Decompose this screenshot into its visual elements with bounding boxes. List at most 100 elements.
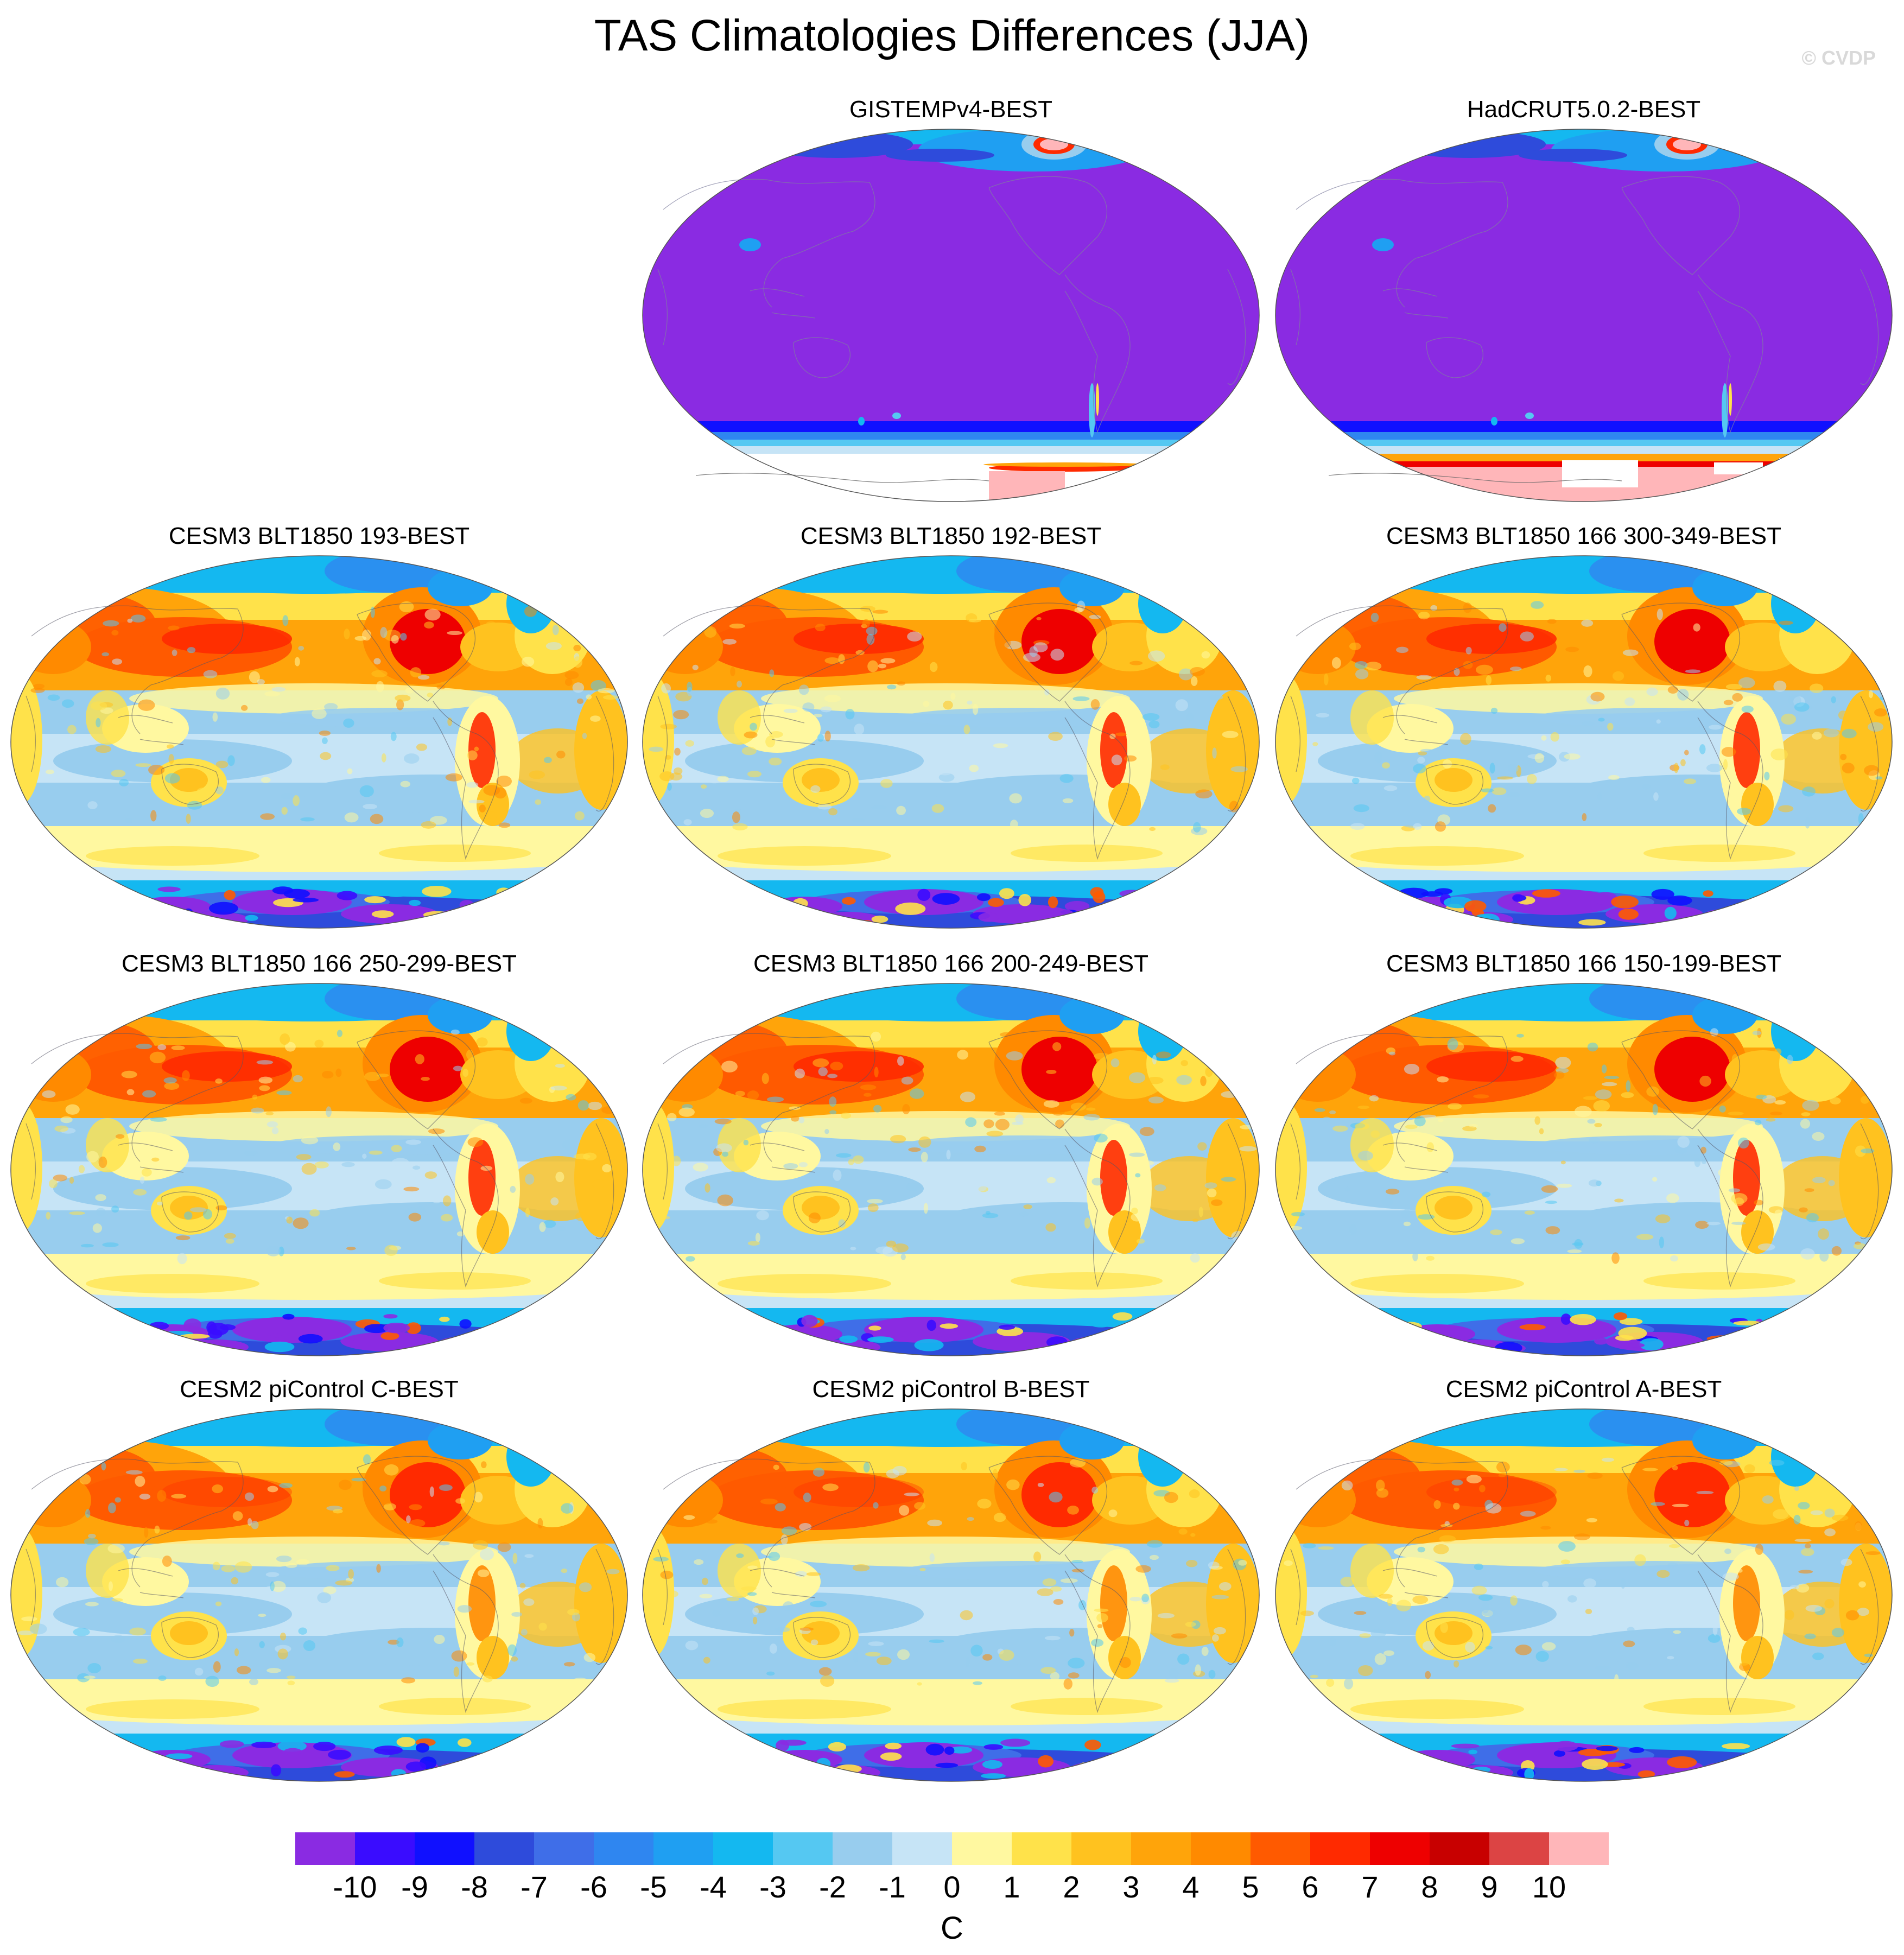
map-cesm2-c [10,1408,628,1782]
coastline [31,1458,244,1588]
coastline [1860,269,1879,385]
colorbar-swatch [1012,1832,1072,1865]
map-outline [1275,983,1893,1356]
coastline [118,1568,184,1598]
panel-title: CESM3 BLT1850 192-BEST [800,523,1102,549]
colorbar-tick-label: -1 [879,1870,906,1904]
colorbar-swatch [295,1832,356,1865]
coastline [1227,1548,1246,1665]
coastline [750,715,816,745]
coastline [1697,274,1763,434]
coastline [793,1617,851,1658]
coastline [1296,1458,1508,1588]
coastline [663,605,875,734]
coastline [1290,1123,1301,1200]
colorbar-tick-label: 10 [1532,1870,1566,1904]
colorbar-tick-label: 3 [1122,1870,1140,1904]
colorbar-tick-label: 0 [943,1870,961,1904]
colorbar-swatch [355,1832,415,1865]
coastline [595,1548,614,1665]
coastline [31,1033,244,1162]
map-cesm2-a [1275,1408,1893,1782]
map-panel-cesm2-c: CESM2 piControl C-BEST [10,1374,629,1787]
colorbar-swatch [653,1832,714,1865]
coastline [1382,1568,1449,1598]
coastline [1621,1030,1741,1129]
map-outline [1275,1408,1893,1782]
panel-title: CESM2 piControl A-BEST [1445,1376,1722,1402]
map-panel-gistemp: GISTEMPv4-BEST [642,94,1260,507]
temperature-field [1275,1409,1892,1781]
coastline [433,1128,499,1288]
coastline [595,1123,614,1239]
cvdp-watermark: © CVDP [1801,47,1876,69]
coastline [1382,715,1449,745]
map-panel-cesm3-166-250: CESM3 BLT1850 166 250-299-BEST [10,949,629,1361]
colorbar-tick-label: 1 [1003,1870,1020,1904]
coastline [1296,179,1508,308]
map-panel-cesm2-a: CESM2 piControl A-BEST [1274,1374,1893,1787]
colorbar-swatch [1071,1832,1132,1865]
map-panel-cesm3-193: CESM3 BLT1850 193-BEST [10,521,629,934]
panel-title: CESM2 piControl C-BEST [180,1376,459,1402]
colorbar-tick-label: -7 [521,1870,548,1904]
panel-title: GISTEMPv4-BEST [849,96,1053,123]
coastline [988,1030,1108,1129]
coastline [1621,602,1741,702]
coastline [988,176,1108,275]
coastline [750,1568,816,1598]
map-outline [10,555,628,929]
colorbar [295,1832,1609,1865]
coastline [663,1458,875,1588]
colorbar-tick-label: 2 [1063,1870,1080,1904]
coastline [1860,1548,1879,1665]
colorbar-tick-label: -4 [700,1870,727,1904]
map-outline [642,129,1260,502]
colorbar-tick-label: -2 [819,1870,846,1904]
coastline [750,288,816,319]
coastline [31,605,244,734]
colorbar-tick-label: 9 [1481,1870,1498,1904]
map-cesm3-166-150 [1275,983,1893,1356]
coastline [1697,701,1763,860]
coastline [1426,337,1484,378]
colorbar-tick-label: 4 [1182,1870,1199,1904]
colorbar-swatch [713,1832,773,1865]
panel-title: CESM3 BLT1850 166 150-199-BEST [1386,950,1782,977]
panel-title: CESM3 BLT1850 193-BEST [168,523,470,549]
coastline [1296,605,1508,734]
map-cesm3-193 [10,555,628,929]
coastline [26,1548,36,1626]
coastline [1426,764,1484,805]
coastline [118,1142,184,1173]
colorbar-tick-label: -9 [401,1870,428,1904]
coastline [1064,701,1131,860]
coastline [1227,269,1246,385]
coastline [118,715,184,745]
coastline [595,695,614,811]
coastline [663,179,875,308]
map-panel-cesm3-192: CESM3 BLT1850 192-BEST [642,521,1260,934]
map-panel-hadcrut: HadCRUT5.0.2-BEST [1274,94,1893,507]
coastline [663,1033,875,1162]
coastline [1426,1617,1484,1658]
coastline [1697,1128,1763,1288]
map-outline [642,555,1260,929]
coastline [657,1123,668,1200]
colorbar-labels: -10 -9 -8 -7 -6 -5 -4 -3 -2 -1 0 1 2 3 4 5 6 7 8 9 10 [0,1868,1904,1912]
temperature-field [643,983,1259,1356]
colorbar-swatch [1370,1832,1430,1865]
coastline [433,1554,499,1713]
coastline [1227,695,1246,811]
map-cesm3-192 [642,555,1260,929]
map-outline [10,983,628,1356]
coastline [1621,1456,1741,1555]
map-cesm3-166-200 [642,983,1260,1356]
coastline [26,695,36,772]
colorbar-swatch [1251,1832,1311,1865]
coastline [1064,1554,1131,1713]
colorbar-swatch [952,1832,1012,1865]
coastline [657,269,668,346]
colorbar-swatch [1191,1832,1251,1865]
colorbar-swatch [1430,1832,1490,1865]
